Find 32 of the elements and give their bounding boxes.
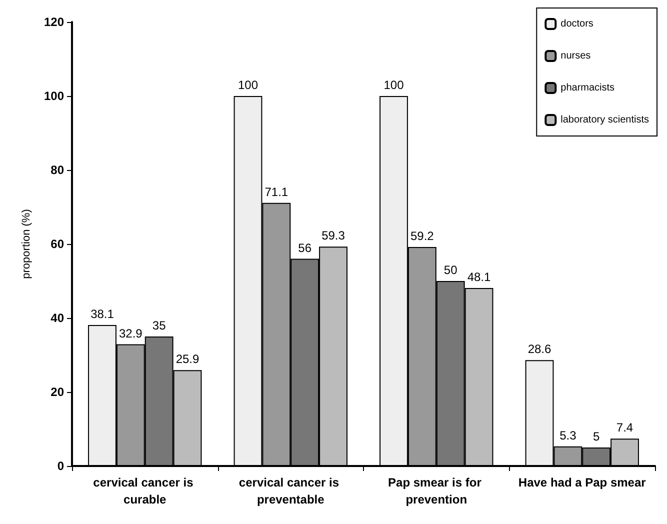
legend-label: nurses xyxy=(560,50,591,62)
legend-label: pharmacists xyxy=(560,82,615,94)
x-tick-label: cervical cancer is preventable xyxy=(238,476,342,506)
y-tick-label: 120 xyxy=(44,15,64,29)
y-tick-label: 0 xyxy=(57,459,64,473)
y-tick-label: 80 xyxy=(50,163,64,177)
data-label: 32.9 xyxy=(118,326,143,340)
legend-label: doctors xyxy=(560,18,594,30)
data-label: 50 xyxy=(444,263,458,277)
data-label: 100 xyxy=(384,78,404,92)
y-axis-title: proportion (%) xyxy=(20,209,32,279)
data-label: 7.4 xyxy=(616,420,634,435)
data-label: 28.6 xyxy=(528,342,552,356)
data-label: 59.2 xyxy=(410,228,434,243)
x-tick-label: cervical cancer is curable xyxy=(93,476,197,506)
legend-label: laboratory scientists xyxy=(560,114,650,126)
data-label: 35 xyxy=(152,318,166,332)
data-label: 48.1 xyxy=(467,270,492,284)
data-label: 5.3 xyxy=(560,428,577,442)
y-tick-label: 60 xyxy=(50,237,64,251)
data-label: 56 xyxy=(298,240,312,255)
data-label: 38.1 xyxy=(90,307,114,322)
x-tick-label: Pap smear is for prevention xyxy=(388,476,485,506)
x-tick-label: Have had a Pap smear xyxy=(518,476,646,490)
y-tick-label: 20 xyxy=(50,385,64,399)
data-label: 71.1 xyxy=(264,184,288,199)
data-label: 59.3 xyxy=(322,228,346,243)
y-tick-label: 100 xyxy=(44,89,64,103)
y-tick-label: 40 xyxy=(50,311,64,325)
data-label: 25.9 xyxy=(176,352,200,366)
data-label: 100 xyxy=(238,78,258,92)
data-label: 5 xyxy=(592,430,600,444)
